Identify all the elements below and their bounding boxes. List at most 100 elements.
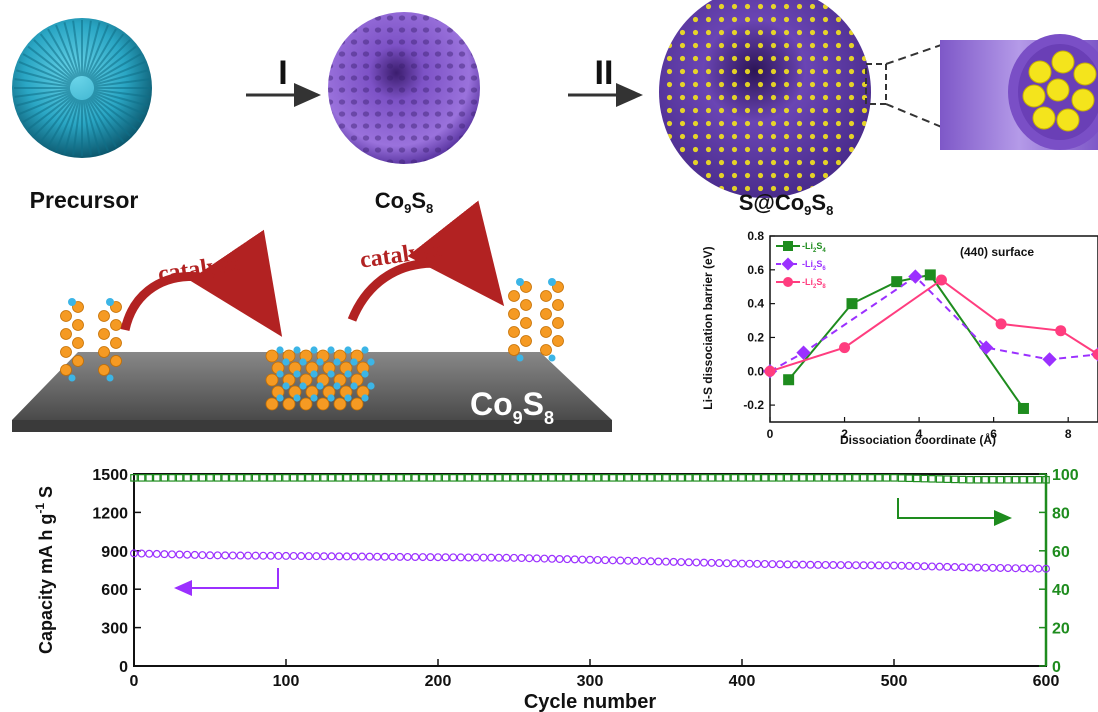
sulfur-atom [282,397,296,411]
s-co9s8-sphere [659,0,871,198]
lithium-atom [516,278,524,286]
efficiency-point [137,474,146,482]
capacity-point [608,556,617,565]
capacity-point [350,552,359,561]
efficiency-point [563,474,572,482]
legend-label: -Li2S6 [802,259,826,272]
sulfur-atom [508,344,520,356]
cycling-ytick-right-label: 40 [1052,582,1070,599]
sulfur-atom [265,397,279,411]
efficiency-point [943,475,952,483]
precursor-sphere [12,18,152,158]
lithium-atom [367,382,375,390]
efficiency-point [183,474,192,482]
efficiency-point [738,474,746,482]
lithium-atom [276,346,284,354]
capacity-point [221,551,230,560]
capacity-point [593,555,602,564]
capacity-point [1041,564,1050,573]
sulfur-atom [540,290,552,302]
efficiency-point [950,475,959,484]
capacity-point [198,551,207,560]
sulfur-atom [60,364,72,376]
capacity-point [829,561,838,570]
sulfur-atom [60,346,72,358]
cycling-plot-frame [133,473,1047,667]
efficiency-point [677,474,686,482]
efficiency-point [441,474,450,482]
capacity-point [563,555,572,564]
capacity-point [327,552,336,561]
capacity-point [806,560,815,569]
efficiency-point [130,474,138,482]
lithium-atom [367,358,375,366]
efficiency-point [517,474,526,482]
capacity-point [669,557,678,566]
barrier-point [796,345,811,360]
sulfur-atom [98,346,110,358]
capacity-point [927,562,936,571]
capacity-point [335,552,344,561]
capacity-point [623,556,632,565]
capacity-point [798,560,807,569]
barrier-series-line [787,273,1025,410]
capacity-point [920,562,929,571]
capacity-point [1003,564,1012,573]
efficiency-point [396,474,404,482]
capacity-point [206,551,215,560]
step1-arrow: I [246,54,321,107]
li2s-cluster [265,346,375,411]
lithium-atom [68,298,76,306]
barrier-point [891,276,903,288]
efficiency-point [783,474,792,482]
lithium-atom [106,374,114,382]
efficiency-point [578,474,587,482]
sulfur-atom [520,299,532,311]
efficiency-point [654,474,663,482]
cycling-ytick-left-label: 1200 [92,505,128,522]
lithium-atom [361,346,369,354]
barrier-ylabel: Li-S dissociation barrier (eV) [701,246,715,409]
sulfur-atom [333,397,347,411]
capacity-point [965,563,974,572]
catalysis-schematic: Co9S8 catalyze catalyze [12,200,612,432]
efficiency-point [1019,475,1028,484]
efficiency-point [532,474,541,482]
capacity-point [677,558,686,567]
capacity-point [320,552,329,561]
efficiency-point [776,474,784,482]
efficiency-point [867,474,876,482]
capacity-point [152,549,161,558]
cycling-ytick-left-label: 900 [101,544,128,561]
capacity-point [479,553,488,562]
efficiency-point [753,474,762,482]
capacity-point [502,553,511,562]
efficiency-point [806,474,815,482]
efficiency-point [525,474,534,482]
barrier-xtick-label: 4 [916,427,923,441]
barrier-xlabel: Dissociation coordinate (Å) [840,432,996,447]
efficiency-point [350,474,359,482]
capacity-point [160,550,169,559]
capacity-point [517,554,526,563]
efficiency-point [213,474,222,482]
capacity-point [821,560,830,569]
efficiency-point [411,474,420,482]
step1-label: I [278,54,287,92]
capacity-point [228,551,237,560]
barrier-point [979,340,994,355]
sulfur-atom [552,317,564,329]
efficiency-point [821,474,830,482]
efficiency-point [798,474,807,482]
capacity-point [487,553,496,562]
cycling-xtick-label: 100 [273,673,300,690]
lithium-atom [316,358,324,366]
capacity-point [464,553,473,562]
efficiency-point [145,474,154,482]
efficiency-point [616,474,625,482]
capacity-point [145,549,154,558]
barrier-point [1017,402,1029,414]
barrier-ytick-label: 0.0 [747,364,764,378]
efficiency-point [996,475,1005,484]
lithium-atom [293,370,301,378]
